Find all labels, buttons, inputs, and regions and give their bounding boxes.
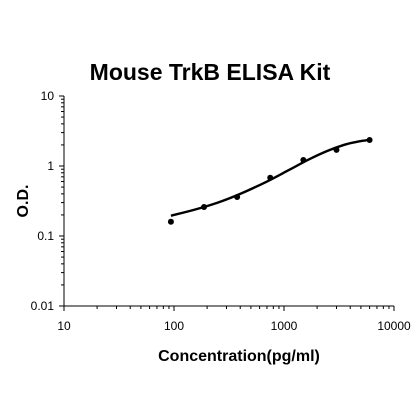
data-point [267, 174, 274, 181]
data-point [300, 156, 307, 163]
y-axis-ticks [59, 95, 64, 307]
x-tick-label: 10000 [377, 319, 411, 333]
y-tick-label: 0.1 [37, 229, 54, 243]
x-tick-label: 1000 [271, 319, 298, 333]
data-point [201, 203, 208, 210]
chart-title: Mouse TrkB ELISA Kit [90, 59, 331, 85]
x-axis-tick-labels: 10 100 1000 10000 [57, 319, 411, 333]
data-point [333, 146, 340, 153]
data-point [167, 218, 174, 225]
data-point [366, 137, 373, 144]
fit-curve [170, 138, 370, 217]
y-axis-tick-labels: 0.01 0.1 1 10 [31, 89, 55, 313]
y-tick-label: 0.01 [31, 299, 55, 313]
data-point [234, 194, 241, 201]
x-axis-label: Concentration(pg/ml) [158, 348, 320, 365]
x-tick-label: 10 [57, 319, 71, 333]
x-axis-ticks [63, 306, 395, 311]
y-axis-label: O.D. [15, 185, 32, 218]
y-tick-label: 1 [47, 159, 54, 173]
data-points [167, 137, 373, 225]
y-tick-label: 10 [41, 89, 55, 103]
x-tick-label: 100 [164, 319, 184, 333]
